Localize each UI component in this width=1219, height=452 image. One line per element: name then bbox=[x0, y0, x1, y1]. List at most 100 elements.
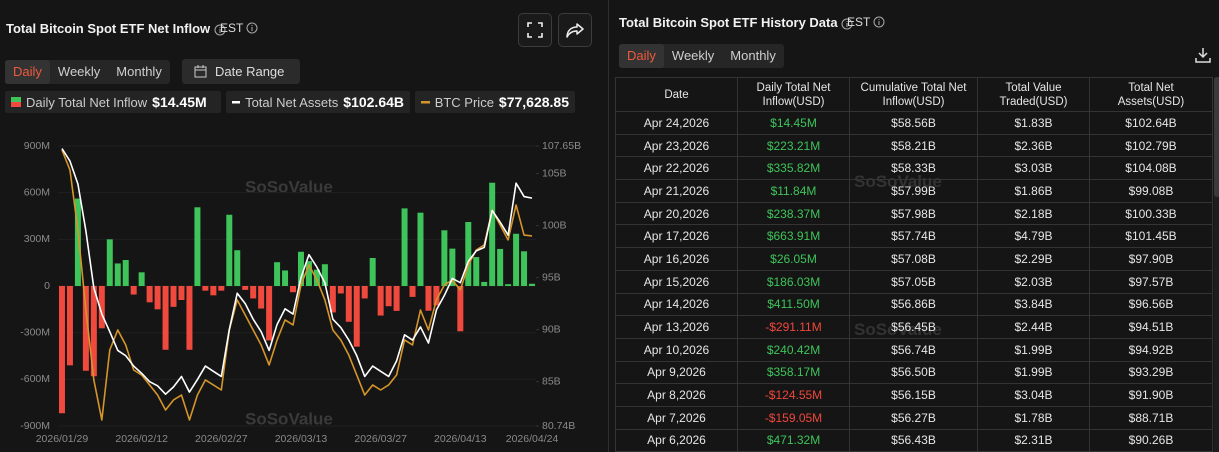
tab[interactable]: Monthly bbox=[116, 64, 162, 79]
table-cell: $1.86B bbox=[977, 179, 1090, 203]
bar bbox=[441, 230, 448, 286]
y2-tick-label: 95B bbox=[542, 271, 561, 283]
table-row: Apr 20,2026 $238.37M $57.98B $2.18B $100.33B bbox=[615, 201, 1213, 226]
table-row: Apr 17,2026 $663.91M $57.74B $4.79B $101.45B bbox=[615, 224, 1213, 249]
legend-label: Daily Total Net Inflow bbox=[26, 94, 148, 110]
table-cell: $58.56B bbox=[849, 111, 978, 135]
x-tick-label: 2026/04/24 bbox=[506, 433, 559, 445]
y-tick-label: -300M bbox=[20, 326, 50, 338]
table-cell: $238.37M bbox=[737, 201, 850, 226]
table-row: Apr 6,2026 $471.32M $56.43B $2.31B $90.26B bbox=[615, 428, 1213, 452]
bar bbox=[409, 286, 416, 297]
bar bbox=[425, 286, 432, 311]
table-row: Apr 8,2026 -$124.55M $56.15B $3.04B $91.90B bbox=[615, 383, 1213, 407]
date-range-button[interactable]: Date Range bbox=[182, 59, 300, 84]
date-range-text: Date Range bbox=[215, 64, 285, 79]
watermark: SoSoValue bbox=[245, 409, 333, 428]
table-cell: $104.08B bbox=[1089, 156, 1213, 181]
bar bbox=[297, 251, 304, 286]
legend-item[interactable]: Total Net Assets $102.64B bbox=[226, 91, 410, 113]
scroll-thumb[interactable] bbox=[1214, 77, 1219, 197]
table-cell: $91.90B bbox=[1089, 383, 1213, 407]
share-button[interactable] bbox=[558, 13, 592, 47]
legend-value: $77,628.85 bbox=[498, 94, 569, 110]
tab[interactable]: Weekly bbox=[57, 64, 101, 79]
bar bbox=[353, 286, 360, 347]
table-cell: Apr 10,2026 bbox=[615, 337, 738, 362]
fullscreen-button[interactable] bbox=[518, 13, 552, 47]
table-cell: -$124.55M bbox=[737, 383, 850, 407]
table-row: Apr 10,2026 $240.42M $56.74B $1.99B $94.92B bbox=[615, 337, 1213, 362]
bar bbox=[162, 286, 169, 350]
bar bbox=[138, 272, 145, 286]
bar bbox=[274, 262, 281, 286]
bar bbox=[170, 286, 177, 307]
x-tick-label: 2026/03/13 bbox=[275, 433, 328, 445]
table-cell: $11.84M bbox=[737, 179, 850, 203]
info-icon[interactable] bbox=[873, 16, 885, 28]
table-row: Apr 14,2026 $411.50M $56.86B $3.84B $96.56B bbox=[615, 292, 1213, 317]
bar bbox=[465, 221, 472, 286]
table-cell: Apr 7,2026 bbox=[615, 405, 738, 430]
bar bbox=[266, 286, 273, 341]
table-cell: Apr 20,2026 bbox=[615, 201, 738, 226]
bar bbox=[513, 233, 520, 286]
y-tick-label: 0 bbox=[44, 280, 50, 292]
bar bbox=[114, 263, 121, 286]
table-cell: $663.91M bbox=[737, 224, 850, 249]
title-text: Total Bitcoin Spot ETF History Data bbox=[619, 15, 838, 30]
y-tick-label: -600M bbox=[20, 373, 50, 385]
table-cell: $57.98B bbox=[849, 201, 978, 226]
table-cell: Apr 6,2026 bbox=[615, 428, 738, 452]
bar bbox=[290, 286, 297, 293]
column-header: Date bbox=[615, 77, 738, 112]
bar bbox=[313, 269, 320, 286]
bar bbox=[74, 198, 81, 286]
legend-label: BTC Price bbox=[434, 94, 494, 110]
table-cell: $2.03B bbox=[977, 269, 1090, 294]
table-cell: -$291.11M bbox=[737, 315, 850, 339]
table-cell: Apr 23,2026 bbox=[615, 133, 738, 158]
tab[interactable]: Monthly bbox=[730, 48, 776, 63]
column-header: Daily Total Net Inflow(USD) bbox=[737, 77, 850, 112]
table-cell: $57.99B bbox=[849, 179, 978, 203]
bar bbox=[122, 260, 129, 286]
table-cell: Apr 21,2026 bbox=[615, 179, 738, 203]
tab[interactable]: Daily bbox=[5, 60, 50, 84]
table-cell: $411.50M bbox=[737, 292, 850, 317]
table-row: Apr 13,2026 -$291.11M $56.45B $2.44B $94.51B bbox=[615, 315, 1213, 339]
bar bbox=[90, 286, 97, 377]
legend-item[interactable]: BTC Price $77,628.85 bbox=[415, 91, 575, 113]
download-icon[interactable] bbox=[1195, 47, 1211, 63]
table-cell: $56.43B bbox=[849, 428, 978, 452]
tab[interactable]: Weekly bbox=[671, 48, 715, 63]
bar bbox=[154, 286, 161, 310]
y2-tick-label: 107.65B bbox=[542, 140, 581, 152]
table-cell: $358.17M bbox=[737, 360, 850, 385]
info-icon[interactable] bbox=[841, 18, 853, 30]
bar bbox=[489, 182, 496, 286]
bar bbox=[329, 286, 336, 313]
bar bbox=[321, 264, 328, 286]
table-cell: $471.32M bbox=[737, 428, 850, 452]
table-cell: $94.92B bbox=[1089, 337, 1213, 362]
table-cell: $57.74B bbox=[849, 224, 978, 249]
panel-title: Total Bitcoin Spot ETF History Data bbox=[619, 15, 853, 30]
header-row: Date Daily Total Net Inflow(USD) Cumulativ… bbox=[615, 77, 1213, 112]
tab[interactable]: Daily bbox=[619, 44, 664, 68]
info-icon[interactable] bbox=[214, 24, 226, 36]
y2-tick-label: 80.74B bbox=[542, 420, 575, 432]
table-row: Apr 24,2026 $14.45M $58.56B $1.83B $102.64B bbox=[615, 111, 1213, 135]
table-cell: $57.05B bbox=[849, 269, 978, 294]
table-cell: $2.36B bbox=[977, 133, 1090, 158]
watermark: SoSoValue bbox=[245, 177, 333, 196]
table-cell: $2.18B bbox=[977, 201, 1090, 226]
info-icon[interactable] bbox=[246, 22, 258, 34]
bar bbox=[337, 286, 344, 294]
column-header: Total Value Traded(USD) bbox=[977, 77, 1090, 112]
scrollbar[interactable] bbox=[1214, 77, 1219, 452]
table-cell: $58.21B bbox=[849, 133, 978, 158]
legend-item[interactable]: Daily Total Net Inflow $14.45M bbox=[5, 91, 221, 113]
table-row: Apr 22,2026 $335.82M $58.33B $3.03B $104.08B bbox=[615, 156, 1213, 181]
table-cell: Apr 16,2026 bbox=[615, 247, 738, 271]
